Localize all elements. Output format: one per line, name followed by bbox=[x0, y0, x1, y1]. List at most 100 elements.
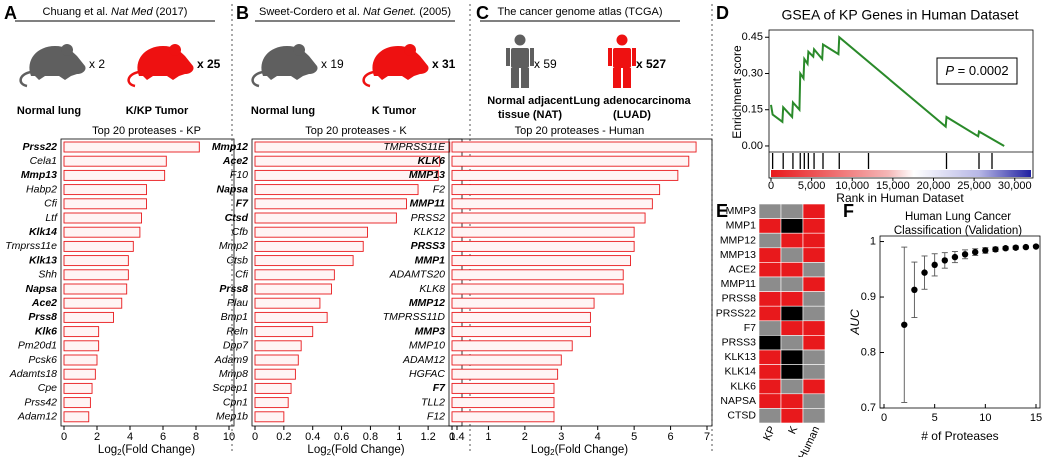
x-tick-label: 3 bbox=[558, 431, 564, 443]
data-point bbox=[982, 247, 989, 254]
category-label: Cpn1 bbox=[223, 396, 248, 408]
x-tick-label: 25,000 bbox=[957, 180, 991, 192]
plot-frame bbox=[60, 138, 235, 427]
row-label: MMP1 bbox=[726, 220, 756, 232]
group-count: x 25 bbox=[197, 57, 221, 71]
bar bbox=[254, 297, 321, 309]
column-label: KP bbox=[761, 424, 778, 442]
x-tick-label: 0 bbox=[252, 431, 258, 443]
source-part: Nat Med bbox=[111, 6, 153, 18]
bar bbox=[451, 283, 624, 295]
x-tick-label: 6 bbox=[160, 431, 166, 443]
bar bbox=[451, 368, 559, 380]
bar bbox=[254, 141, 451, 153]
heatmap-cell bbox=[758, 276, 782, 292]
column-label: K bbox=[786, 424, 800, 436]
x-axis-label-part: (Fold Change) bbox=[331, 444, 405, 456]
heatmap-cell bbox=[780, 305, 804, 322]
bar bbox=[254, 255, 354, 267]
p-value-part: = 0.0002 bbox=[954, 63, 1009, 78]
row-label: PRSS22 bbox=[716, 307, 756, 319]
column-label: Human bbox=[796, 424, 822, 457]
group-icon bbox=[505, 34, 535, 89]
source-part: Chuang et al. bbox=[43, 6, 112, 18]
heatmap-cell bbox=[780, 218, 804, 234]
x-axis-label: Log2(Fold Change) bbox=[531, 444, 628, 457]
x-axis-label-part: Log bbox=[531, 444, 550, 456]
category-label: Habp2 bbox=[26, 183, 57, 195]
bar bbox=[63, 141, 200, 153]
x-tick-label: 0 bbox=[61, 431, 67, 443]
heatmap-cell bbox=[780, 378, 804, 395]
source-part: Sweet-Cordero et al. bbox=[259, 6, 363, 18]
heatmap-cell bbox=[780, 203, 804, 219]
row-label: NAPSA bbox=[720, 395, 756, 407]
category-label: Reln bbox=[226, 325, 248, 337]
x-tick-label: 7 bbox=[704, 431, 710, 443]
bar bbox=[254, 311, 328, 323]
category-label: MMP1 bbox=[415, 254, 445, 266]
heatmap-cell bbox=[758, 218, 782, 234]
bar bbox=[63, 198, 147, 210]
plot-frame bbox=[768, 29, 1034, 179]
group-label: Normal lung bbox=[17, 105, 81, 117]
group-count: x 19 bbox=[321, 57, 344, 71]
group-label: tissue (NAT) bbox=[498, 109, 562, 121]
panel-letter: F bbox=[843, 201, 854, 221]
bar bbox=[254, 240, 364, 252]
x-axis-label: Log2(Fold Change) bbox=[98, 444, 195, 457]
bar bbox=[254, 155, 441, 167]
bar bbox=[451, 411, 555, 423]
heatmap-cell bbox=[780, 262, 804, 278]
bar bbox=[254, 354, 299, 366]
x-tick-label: 4 bbox=[595, 431, 601, 443]
bar bbox=[254, 269, 335, 281]
bar bbox=[254, 340, 302, 352]
bar bbox=[63, 411, 90, 423]
data-point bbox=[1022, 243, 1030, 251]
row-label: KLK6 bbox=[730, 380, 756, 392]
category-label: Prss22 bbox=[23, 141, 58, 153]
category-label: TMPRSS11E bbox=[383, 141, 446, 153]
bar bbox=[451, 297, 595, 309]
row-label: KLK14 bbox=[724, 366, 756, 378]
data-point bbox=[951, 253, 959, 261]
category-label: Klk13 bbox=[29, 254, 57, 266]
category-label: Klk14 bbox=[29, 226, 57, 238]
bar bbox=[63, 354, 98, 366]
source-part: (2005) bbox=[416, 6, 451, 18]
p-value: P = 0.0002 bbox=[945, 63, 1008, 78]
bar bbox=[254, 368, 296, 380]
category-label: TMPRSS11D bbox=[383, 311, 446, 323]
bar bbox=[63, 226, 141, 238]
group-icon bbox=[19, 42, 87, 88]
x-axis-label-part: Log bbox=[307, 444, 326, 456]
x-tick-label: 2 bbox=[94, 431, 100, 443]
bar bbox=[63, 382, 93, 394]
category-label: KLK12 bbox=[413, 226, 445, 238]
category-label: Cfb bbox=[232, 226, 249, 238]
x-tick-label: 0.2 bbox=[276, 431, 291, 443]
chart-title: Top 20 proteases - K bbox=[305, 125, 407, 137]
heatmap-cell bbox=[802, 408, 826, 424]
bar bbox=[63, 240, 134, 252]
heatmap-cell bbox=[780, 320, 804, 336]
source-citation: The cancer genome atlas (TCGA) bbox=[497, 6, 662, 18]
bar bbox=[451, 169, 679, 181]
category-label: ADAM12 bbox=[402, 354, 445, 366]
chart-title: GSEA of KP Genes in Human Dataset bbox=[781, 7, 1018, 23]
category-label: KLK6 bbox=[418, 155, 446, 167]
x-axis-label-part: 2 bbox=[327, 448, 332, 457]
x-tick-label: 15,000 bbox=[876, 180, 910, 192]
category-label: Dpp7 bbox=[223, 340, 249, 352]
heatmap-cell bbox=[802, 378, 826, 395]
x-axis-label: Log2(Fold Change) bbox=[307, 444, 404, 457]
x-tick-label: 4 bbox=[127, 431, 133, 443]
bar bbox=[63, 283, 128, 295]
row-label: PRSS3 bbox=[722, 336, 757, 348]
data-point bbox=[992, 246, 999, 253]
heatmap-cell bbox=[758, 232, 782, 249]
category-label: Bmp1 bbox=[221, 311, 248, 323]
bar bbox=[63, 184, 147, 196]
